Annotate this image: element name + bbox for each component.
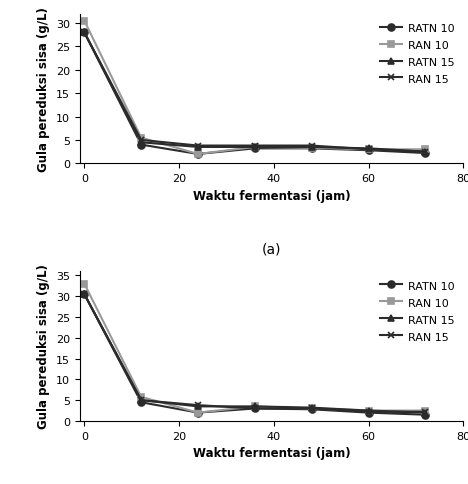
RATN 10: [423, 412, 428, 418]
Text: (a): (a): [262, 242, 281, 256]
RATN 10: [81, 291, 87, 297]
Y-axis label: Gula pereduksi sisa (g/L): Gula pereduksi sisa (g/L): [37, 7, 50, 171]
RATN 10: [195, 410, 201, 416]
RATN 10: [252, 146, 258, 152]
RAN 10: [195, 152, 201, 158]
RAN 15: [139, 397, 144, 403]
RATN 10: [366, 148, 372, 154]
RAN 15: [423, 150, 428, 155]
RAN 15: [81, 30, 87, 36]
Line: RATN 15: RATN 15: [81, 291, 429, 416]
RATN 15: [366, 146, 372, 152]
RAN 15: [139, 138, 144, 144]
Legend: RATN 10, RAN 10, RATN 15, RAN 15: RATN 10, RAN 10, RATN 15, RAN 15: [377, 277, 458, 345]
RAN 10: [366, 147, 372, 153]
Line: RAN 15: RAN 15: [81, 291, 429, 415]
RAN 10: [309, 406, 314, 411]
RAN 15: [309, 406, 314, 411]
RATN 15: [309, 145, 314, 151]
RATN 15: [366, 408, 372, 414]
RATN 15: [139, 397, 144, 403]
Line: RATN 10: RATN 10: [81, 30, 429, 158]
RATN 15: [139, 140, 144, 146]
RATN 15: [195, 145, 201, 151]
RATN 15: [81, 291, 87, 297]
RATN 15: [423, 410, 428, 416]
RAN 10: [252, 404, 258, 409]
X-axis label: Waktu fermentasi (jam): Waktu fermentasi (jam): [193, 446, 350, 459]
Y-axis label: Gula pereduksi sisa (g/L): Gula pereduksi sisa (g/L): [37, 264, 50, 429]
Line: RATN 10: RATN 10: [81, 291, 429, 418]
RAN 10: [139, 394, 144, 400]
RAN 15: [195, 143, 201, 149]
RAN 10: [366, 408, 372, 414]
RAN 15: [252, 406, 258, 411]
RAN 15: [252, 143, 258, 149]
RAN 15: [195, 402, 201, 408]
RATN 15: [423, 150, 428, 155]
Legend: RATN 10, RAN 10, RATN 15, RAN 15: RATN 10, RAN 10, RATN 15, RAN 15: [377, 20, 458, 88]
RAN 10: [81, 281, 87, 287]
RATN 10: [366, 410, 372, 416]
RATN 10: [139, 399, 144, 405]
RAN 15: [366, 409, 372, 415]
RAN 15: [423, 409, 428, 415]
RAN 10: [139, 136, 144, 141]
RATN 15: [252, 404, 258, 409]
RAN 10: [81, 18, 87, 24]
X-axis label: Waktu fermentasi (jam): Waktu fermentasi (jam): [193, 189, 350, 202]
Line: RATN 15: RATN 15: [81, 30, 429, 156]
RATN 10: [195, 152, 201, 158]
RATN 10: [81, 30, 87, 36]
RATN 15: [195, 404, 201, 409]
RATN 15: [252, 145, 258, 151]
RAN 15: [309, 143, 314, 149]
RAN 10: [423, 147, 428, 153]
Line: RAN 15: RAN 15: [81, 30, 429, 156]
RAN 10: [423, 408, 428, 414]
RATN 15: [309, 405, 314, 411]
Line: RAN 10: RAN 10: [81, 18, 429, 158]
RAN 15: [366, 147, 372, 153]
RAN 10: [309, 146, 314, 151]
RATN 15: [81, 30, 87, 36]
RATN 10: [139, 142, 144, 148]
Line: RAN 10: RAN 10: [81, 281, 429, 416]
RATN 10: [423, 151, 428, 157]
RATN 10: [252, 406, 258, 411]
RAN 10: [195, 410, 201, 416]
RATN 10: [309, 146, 314, 152]
RAN 15: [81, 291, 87, 297]
RAN 10: [252, 145, 258, 151]
RATN 10: [309, 407, 314, 412]
